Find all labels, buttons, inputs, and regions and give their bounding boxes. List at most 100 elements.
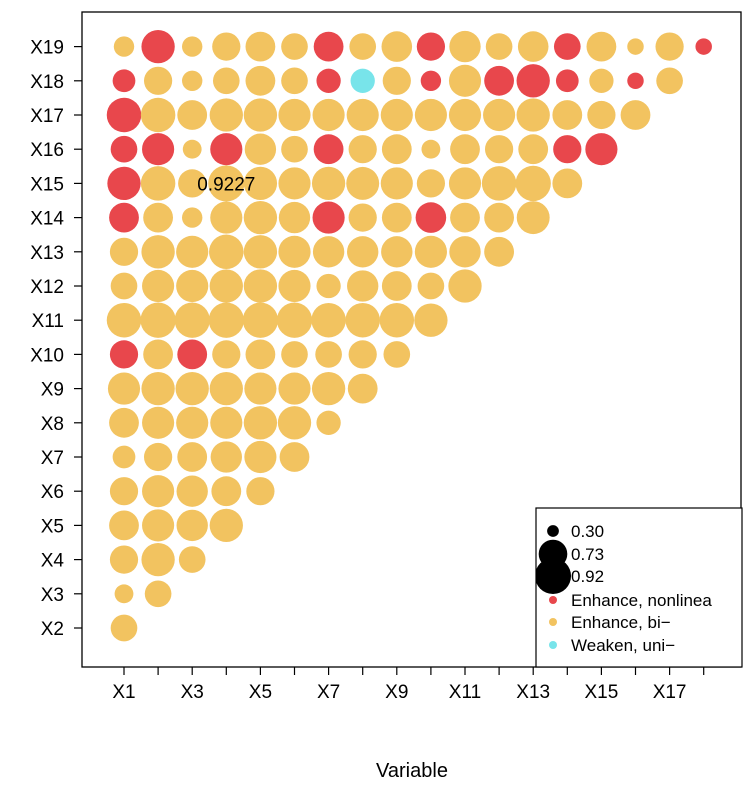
bubble-point [485, 33, 513, 60]
bubble-point [312, 201, 345, 234]
legend-box [535, 507, 743, 668]
y-tick-label: X2 [41, 619, 64, 640]
y-tick-label: X12 [30, 277, 64, 298]
bubble-point [210, 441, 242, 473]
bubble-point [109, 545, 139, 574]
bubble-point [417, 272, 445, 300]
bubble-point [109, 340, 139, 369]
bubble-point [245, 31, 276, 62]
bubble-point [143, 66, 173, 95]
bubble-point [143, 339, 173, 370]
bubble-point [515, 165, 551, 202]
bubble-point [350, 68, 375, 93]
bubble-point [141, 542, 175, 577]
bubble-point [109, 407, 139, 438]
bubble-point [182, 36, 203, 57]
y-tick-label: X14 [30, 209, 64, 230]
bubble-point [346, 166, 380, 200]
bubble-point [347, 373, 378, 404]
bubble-point [589, 68, 614, 93]
bubble-point [175, 371, 209, 406]
bubble-point [484, 65, 514, 96]
bubble-point [483, 98, 516, 132]
bubble-point [484, 236, 514, 267]
legend-category-label: Enhance, nonlinea [571, 591, 712, 610]
x-tick-label: X9 [385, 682, 408, 703]
bubble-point [414, 235, 447, 268]
bubble-point [278, 235, 311, 268]
bubble-point [144, 580, 172, 608]
bubble-point [415, 202, 447, 233]
x-tick-label: X7 [317, 682, 340, 703]
bubble-point [316, 410, 341, 435]
x-axis: X1 X3 X5 X7 X9 X11 X13 X15 X17 [112, 667, 705, 703]
bubble-point [587, 100, 616, 130]
bubble-point [107, 372, 141, 405]
y-tick-label: X7 [41, 448, 64, 469]
y-tick-label: X11 [32, 311, 64, 332]
bubble-point [209, 269, 243, 303]
y-tick-label: X3 [41, 585, 64, 606]
x-axis-title: Variable [376, 760, 448, 782]
bubble-point [416, 169, 446, 198]
bubble-point [242, 302, 279, 338]
bubble-point [655, 32, 684, 61]
bubble-point [450, 202, 480, 233]
y-tick-label: X9 [41, 380, 64, 401]
bubble-point [209, 371, 243, 406]
bubble-point [244, 133, 277, 165]
bubble-point [110, 272, 138, 300]
bubble-point [414, 303, 448, 337]
bubble-point [311, 371, 346, 406]
bubble-point [281, 67, 308, 95]
bubble-point [379, 302, 415, 338]
bubble-point [553, 135, 582, 164]
bubble-point [140, 97, 176, 133]
bubble-point [106, 302, 142, 338]
bubble-point [348, 340, 377, 369]
bubble-point [281, 135, 308, 163]
bubble-point [278, 201, 311, 234]
bubble-point [281, 33, 308, 60]
bubble-point [695, 38, 712, 55]
bubble-point [312, 236, 345, 268]
bubble-point [141, 371, 175, 406]
bubble-point [109, 202, 139, 233]
y-tick-label: X19 [30, 38, 64, 59]
x-tick-label: X17 [653, 682, 687, 703]
bubble-point [278, 372, 311, 405]
bubble-point [177, 442, 208, 472]
bubble-point [585, 133, 618, 166]
bubble-point [620, 100, 651, 130]
bubble-point [143, 442, 173, 472]
bubble-point [177, 339, 208, 370]
bubble-point [142, 509, 175, 542]
bubble-point [176, 406, 209, 439]
bubble-point [382, 66, 411, 95]
bubble-point [208, 165, 245, 202]
bubble-series [106, 29, 712, 642]
bubble-point [278, 269, 311, 303]
bubble-point [420, 70, 442, 91]
highlight-annotation: 0.9227 [197, 174, 255, 195]
x-tick-label: X11 [449, 682, 481, 703]
bubble-point [142, 475, 175, 508]
bubble-point [347, 236, 379, 268]
x-tick-label: X15 [584, 682, 618, 703]
bubble-point [450, 134, 480, 165]
bubble-point [448, 167, 482, 200]
bubble-point [176, 235, 209, 268]
bubble-point [107, 166, 141, 201]
bubble-point [313, 31, 344, 62]
bubble-point [142, 269, 175, 303]
bubble-point [178, 546, 206, 573]
y-tick-label: X13 [30, 243, 64, 264]
bubble-point [109, 477, 139, 506]
y-tick-label: X6 [41, 482, 64, 503]
bubble-point [244, 440, 277, 474]
bubble-point [316, 273, 341, 299]
bubble-point [448, 269, 482, 303]
bubble-point [243, 200, 278, 235]
